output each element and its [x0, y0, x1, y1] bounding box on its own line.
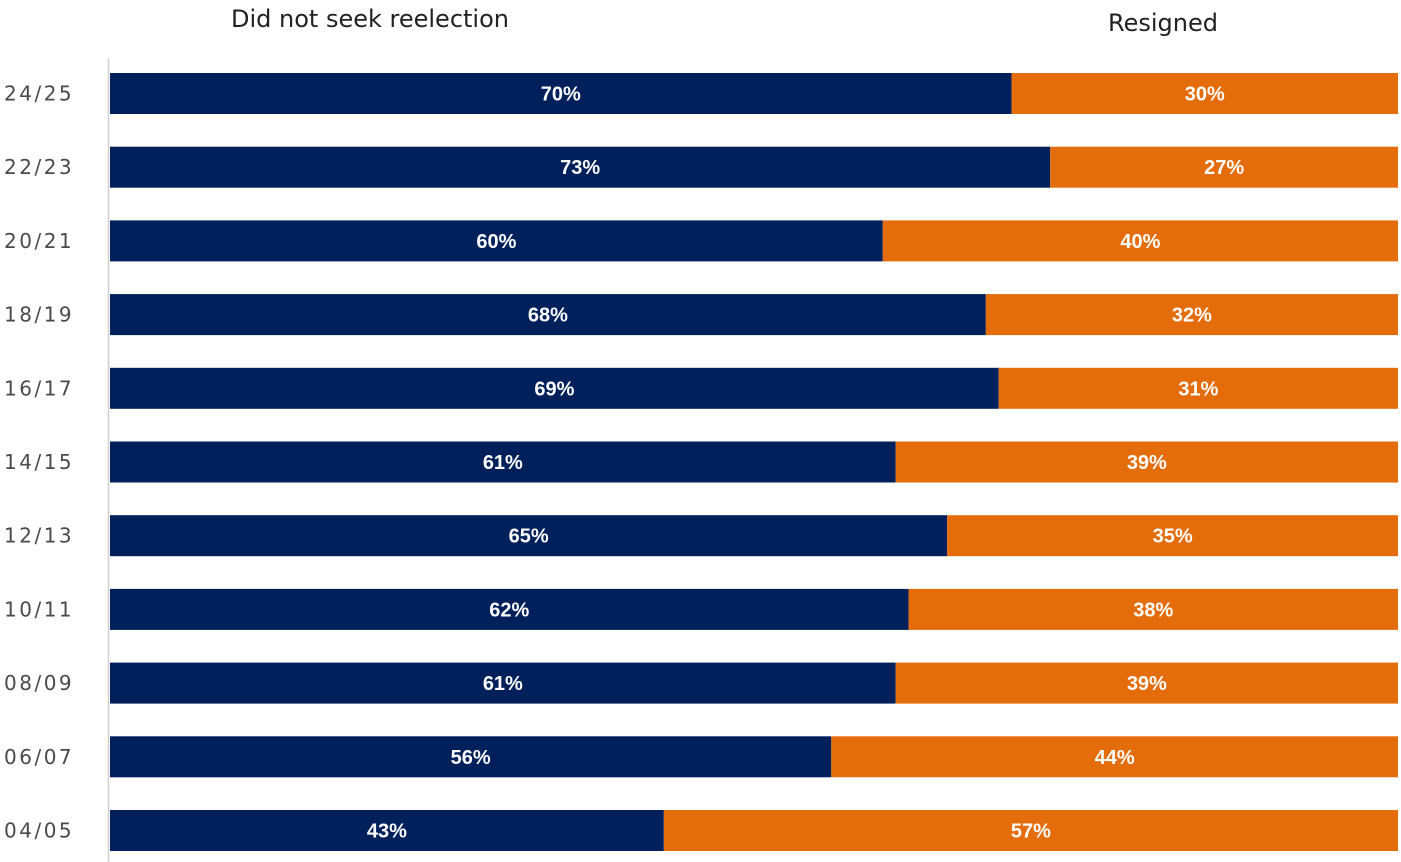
data-label-did-not-seek-reelection-06-07: 56% [451, 747, 491, 769]
data-label-resigned-08-09: 39% [1127, 673, 1167, 695]
bar-segment-resigned-20-21 [882, 220, 1398, 262]
category-label-22-23: 22/23 [4, 155, 74, 179]
data-label-resigned-16-17: 31% [1178, 378, 1218, 400]
category-label-18-19: 18/19 [4, 303, 74, 327]
bar-segment-did-not-seek-reelection-20-21 [110, 220, 883, 262]
data-label-resigned-20-21: 40% [1120, 231, 1160, 253]
data-label-resigned-22-23: 27% [1204, 157, 1244, 179]
data-label-resigned-06-07: 44% [1095, 747, 1135, 769]
legend: Did not seek reelection Resigned [231, 5, 1218, 37]
bar-segment-did-not-seek-reelection-24-25 [110, 73, 1012, 114]
category-label-24-25: 24/25 [4, 82, 74, 106]
category-label-06-07: 06/07 [4, 745, 74, 769]
data-label-resigned-10-11: 38% [1133, 599, 1173, 621]
bar-segment-did-not-seek-reelection-22-23 [110, 146, 1051, 188]
legend-did-not-seek-reelection: Did not seek reelection [231, 5, 509, 33]
bar-segment-resigned-04-05 [663, 810, 1398, 851]
bar-segment-resigned-08-09 [895, 662, 1398, 704]
data-labels-group: 70% 30% 73% 27% 60% 40% 68% 32% 69% 31% 61% 39% 65% 3… [367, 84, 1244, 843]
category-label-10-11: 10/11 [4, 597, 74, 621]
data-label-did-not-seek-reelection-08-09: 61% [483, 673, 523, 695]
data-label-did-not-seek-reelection-10-11: 62% [489, 599, 529, 621]
data-label-did-not-seek-reelection-18-19: 68% [528, 305, 568, 327]
bar-segment-did-not-seek-reelection-06-07 [110, 736, 832, 778]
bar-segment-did-not-seek-reelection-10-11 [110, 588, 909, 630]
bar-segment-resigned-12-13 [947, 515, 1398, 557]
bar-segment-resigned-14-15 [895, 441, 1398, 483]
bar-segment-resigned-18-19 [985, 294, 1398, 336]
data-label-did-not-seek-reelection-22-23: 73% [560, 157, 600, 179]
data-label-resigned-14-15: 39% [1127, 452, 1167, 474]
data-label-resigned-24-25: 30% [1185, 84, 1225, 106]
bars-group [110, 73, 1398, 851]
bar-segment-did-not-seek-reelection-04-05 [110, 810, 664, 851]
data-label-did-not-seek-reelection-20-21: 60% [476, 231, 516, 253]
bar-segment-did-not-seek-reelection-12-13 [110, 515, 948, 557]
category-label-08-09: 08/09 [4, 671, 74, 695]
category-label-20-21: 20/21 [4, 229, 74, 253]
category-label-16-17: 16/17 [4, 376, 74, 400]
category-label-04-05: 04/05 [4, 819, 74, 843]
bar-segment-did-not-seek-reelection-08-09 [110, 662, 896, 704]
data-label-resigned-18-19: 32% [1172, 305, 1212, 327]
bar-segment-resigned-06-07 [831, 736, 1398, 778]
legend-resigned: Resigned [1108, 9, 1218, 37]
bar-segment-resigned-10-11 [908, 588, 1398, 630]
data-label-did-not-seek-reelection-24-25: 70% [541, 84, 581, 106]
category-labels-group: 24/25 22/23 20/21 18/19 16/17 14/15 12/13 10/11… [4, 82, 74, 843]
category-label-14-15: 14/15 [4, 450, 74, 474]
bar-segment-did-not-seek-reelection-18-19 [110, 294, 986, 336]
data-label-did-not-seek-reelection-14-15: 61% [483, 452, 523, 474]
data-label-resigned-12-13: 35% [1153, 526, 1193, 548]
data-label-did-not-seek-reelection-04-05: 43% [367, 821, 407, 843]
data-label-did-not-seek-reelection-16-17: 69% [534, 378, 574, 400]
bar-segment-did-not-seek-reelection-14-15 [110, 441, 896, 483]
bar-segment-resigned-22-23 [1050, 146, 1398, 188]
bar-segment-resigned-24-25 [1011, 73, 1398, 114]
bar-segment-did-not-seek-reelection-16-17 [110, 367, 999, 409]
data-label-resigned-04-05: 57% [1011, 821, 1051, 843]
data-label-did-not-seek-reelection-12-13: 65% [509, 526, 549, 548]
category-label-12-13: 12/13 [4, 524, 74, 548]
bar-segment-resigned-16-17 [998, 367, 1398, 409]
